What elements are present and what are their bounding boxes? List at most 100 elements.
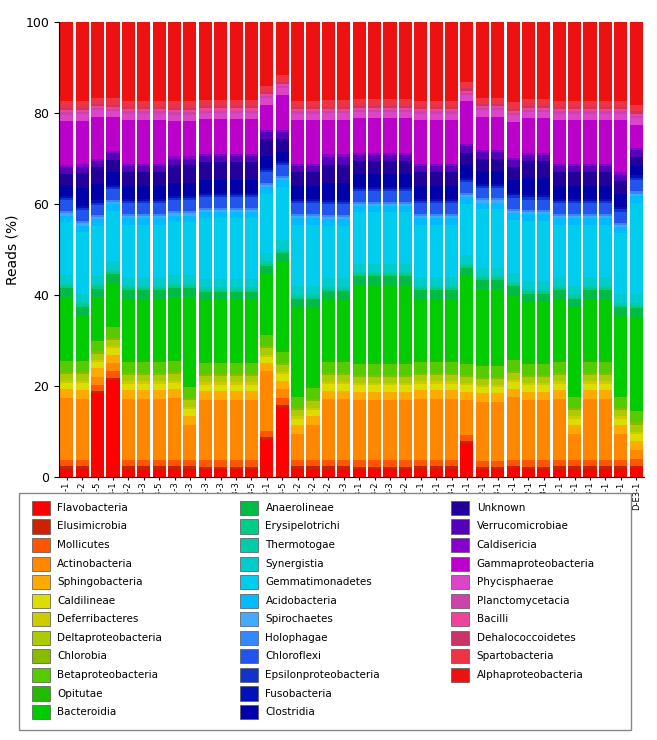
Bar — [214, 361, 227, 363]
Bar — [291, 408, 304, 410]
Bar — [214, 468, 227, 477]
Bar — [306, 172, 319, 186]
Bar — [183, 407, 196, 409]
Bar — [507, 166, 520, 180]
Bar — [168, 110, 181, 112]
Bar — [106, 153, 120, 160]
Bar — [152, 110, 166, 112]
Bar — [445, 201, 458, 203]
Bar — [430, 362, 443, 373]
Bar — [291, 166, 304, 172]
Bar — [568, 166, 581, 172]
Bar — [106, 111, 120, 118]
Bar — [337, 111, 350, 113]
Bar — [568, 299, 581, 307]
Bar — [553, 468, 566, 477]
Bar — [368, 22, 381, 99]
Bar — [430, 373, 443, 375]
Bar — [568, 203, 581, 214]
Bar — [137, 216, 150, 218]
Bar — [507, 273, 520, 282]
Bar — [414, 120, 427, 164]
Bar — [260, 155, 273, 168]
Bar — [245, 112, 258, 119]
Bar — [60, 121, 74, 165]
Bar — [322, 219, 335, 226]
Bar — [384, 364, 397, 374]
Bar — [168, 165, 181, 183]
Bar — [507, 388, 520, 397]
Bar — [537, 155, 551, 161]
Bar — [229, 119, 242, 154]
Bar — [245, 468, 258, 477]
Bar — [614, 417, 627, 419]
Bar — [291, 419, 304, 425]
Bar — [76, 232, 89, 294]
Text: Anaerolineae: Anaerolineae — [265, 503, 334, 513]
Bar — [522, 374, 535, 377]
Bar — [368, 110, 381, 112]
Bar — [199, 376, 212, 383]
Bar — [122, 186, 135, 198]
Bar — [491, 106, 504, 108]
Bar — [368, 263, 381, 272]
Bar — [337, 391, 350, 400]
Bar — [507, 466, 520, 468]
Bar — [414, 299, 427, 360]
Bar — [507, 198, 520, 209]
Bar — [430, 101, 443, 107]
Bar — [599, 290, 612, 299]
Bar — [430, 299, 443, 360]
Bar — [368, 107, 381, 110]
Bar — [384, 22, 397, 99]
Bar — [229, 460, 242, 466]
Bar — [583, 225, 597, 277]
Bar — [476, 108, 489, 110]
Bar — [461, 92, 474, 95]
Bar — [614, 295, 627, 303]
Bar — [322, 113, 335, 120]
Bar — [414, 198, 427, 201]
Text: Flavobacteria: Flavobacteria — [57, 503, 128, 513]
Bar — [353, 460, 366, 467]
Bar — [199, 363, 212, 374]
Bar — [414, 218, 427, 225]
Bar — [199, 112, 212, 119]
Bar — [445, 277, 458, 286]
Bar — [476, 402, 489, 460]
Bar — [461, 443, 474, 477]
Bar — [445, 112, 458, 114]
Bar — [322, 363, 335, 373]
Bar — [106, 160, 120, 172]
Bar — [568, 201, 581, 203]
Bar — [353, 275, 366, 277]
Bar — [583, 112, 597, 114]
Bar — [522, 161, 535, 178]
Bar — [276, 178, 289, 181]
Bar — [507, 109, 520, 111]
Bar — [353, 118, 366, 152]
Bar — [399, 22, 412, 99]
Bar — [583, 460, 597, 466]
Bar — [353, 189, 366, 191]
Bar — [229, 385, 242, 391]
Bar — [291, 434, 304, 460]
Bar — [399, 392, 412, 400]
Bar — [76, 189, 89, 206]
Bar — [152, 214, 166, 216]
Bar — [60, 222, 74, 275]
Bar — [199, 197, 212, 208]
Bar — [337, 215, 350, 218]
Bar — [384, 191, 397, 202]
Bar — [599, 203, 612, 214]
Bar — [306, 114, 319, 120]
Bar — [291, 172, 304, 186]
Bar — [399, 161, 412, 174]
Bar — [76, 22, 89, 101]
Bar — [629, 434, 643, 441]
Bar — [91, 385, 104, 391]
Bar — [137, 277, 150, 286]
Bar — [353, 99, 366, 106]
Bar — [245, 391, 258, 400]
Bar — [368, 364, 381, 374]
